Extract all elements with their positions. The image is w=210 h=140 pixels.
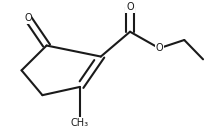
Text: O: O [24,13,32,23]
Text: O: O [155,43,163,53]
Text: O: O [126,2,134,12]
Text: CH₃: CH₃ [71,118,89,128]
